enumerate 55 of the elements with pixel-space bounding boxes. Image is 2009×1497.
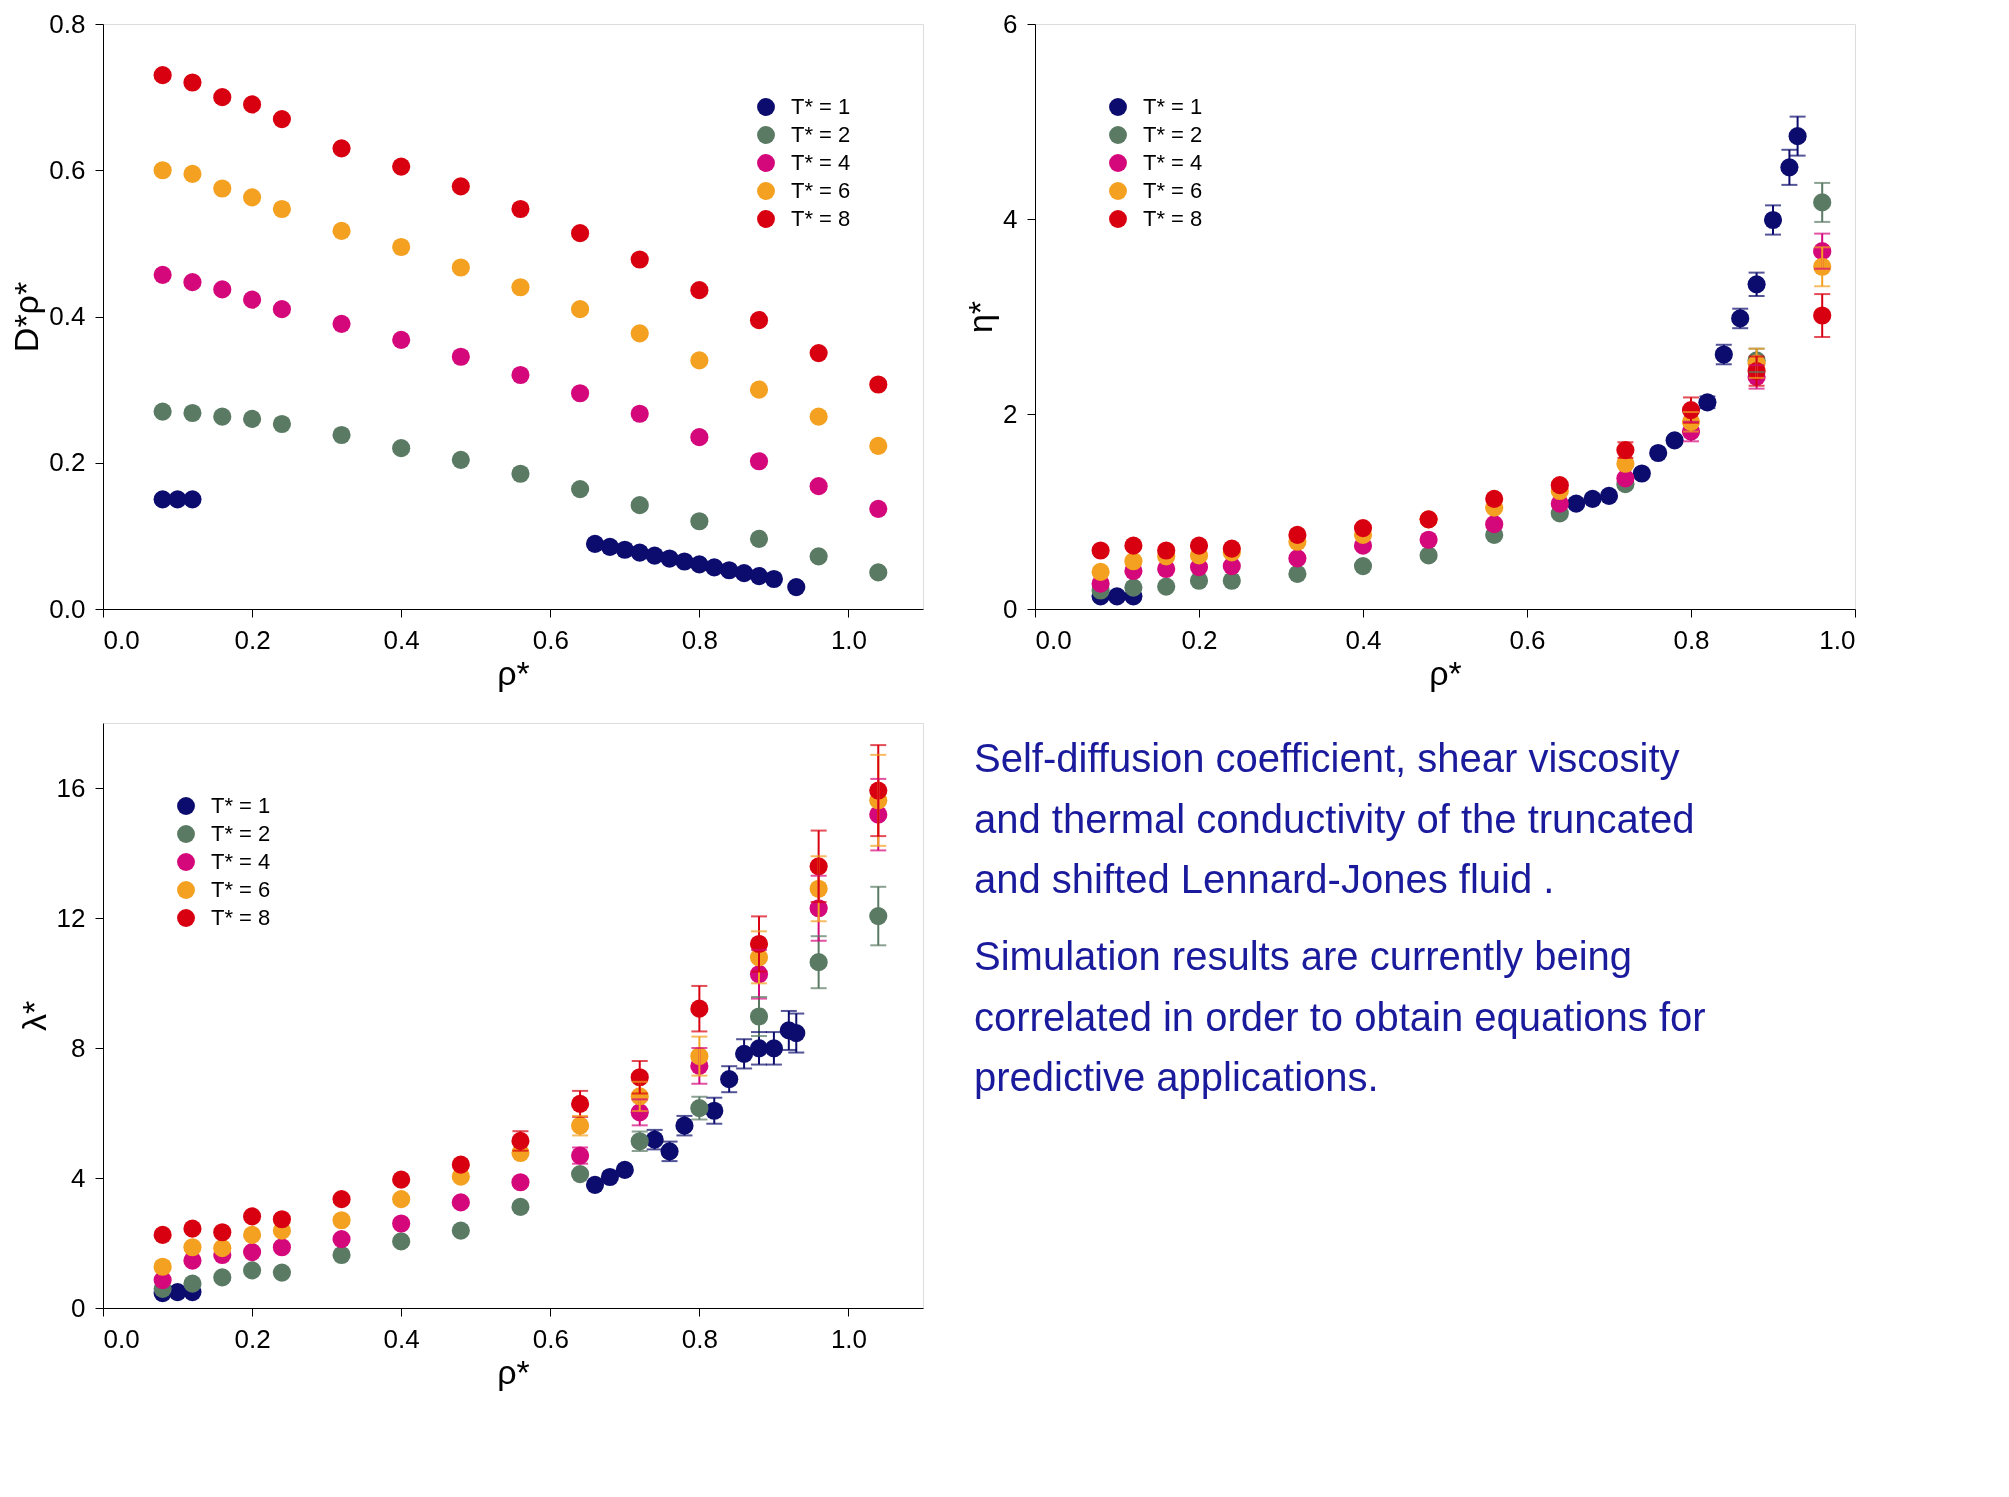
y-tick-label: 0.2 xyxy=(49,447,86,478)
legend-label: T* = 8 xyxy=(1143,206,1203,231)
x-tick-label: 0.2 xyxy=(1181,624,1218,655)
x-tick-label: 1.0 xyxy=(830,624,868,655)
x-axis-title: ρ* xyxy=(497,1352,530,1391)
y-tick-label: 12 xyxy=(56,902,86,933)
x-axis-title: ρ* xyxy=(1429,653,1462,692)
y-axis-title: D*ρ* xyxy=(7,281,46,353)
legend-label: T* = 8 xyxy=(791,206,851,231)
y-tick-label: 0.6 xyxy=(49,154,86,185)
legend-label: T* = 4 xyxy=(1143,150,1203,175)
y-tick-label: 0.8 xyxy=(49,8,86,39)
y-tick-label: 4 xyxy=(71,1162,86,1193)
legend-label: T* = 1 xyxy=(1143,94,1203,119)
x-tick-label: 0.4 xyxy=(383,624,420,655)
legend-label: T* = 6 xyxy=(791,178,851,203)
x-tick-label: 0.0 xyxy=(1035,624,1072,655)
y-tick-label: 0.0 xyxy=(49,593,86,624)
x-tick-label: 0.4 xyxy=(1345,624,1382,655)
x-tick-label: 0.8 xyxy=(681,1323,718,1354)
y-tick-label: 4 xyxy=(1003,203,1018,234)
x-tick-label: 0.2 xyxy=(234,1323,271,1354)
x-axis-title: ρ* xyxy=(497,653,530,692)
legend-label: T* = 4 xyxy=(791,150,851,175)
x-tick-label: 0.4 xyxy=(383,1323,420,1354)
y-tick-label: 16 xyxy=(56,772,86,803)
x-tick-label: 0.2 xyxy=(234,624,271,655)
legend-label: T* = 1 xyxy=(791,94,851,119)
x-tick-label: 0.8 xyxy=(1673,624,1710,655)
legend-label: T* = 6 xyxy=(1143,178,1203,203)
legend-label: T* = 6 xyxy=(211,877,271,902)
y-tick-label: 0.4 xyxy=(49,301,86,331)
text: Self-diffusion coefficient, shear viscosity and thermal conductivity of the truncated and shifted Lennard-Jones fluid . xyxy=(974,735,1695,902)
x-tick-label: 0.6 xyxy=(532,1323,569,1354)
legend-label: T* = 2 xyxy=(791,122,851,147)
text: Simulation results are currently being correlated in order to obtain equations for predictive applications. xyxy=(974,933,1706,1100)
y-tick-label: 0 xyxy=(1003,593,1018,624)
x-tick-label: 0.0 xyxy=(103,624,140,655)
legend-label: T* = 2 xyxy=(211,821,271,846)
legend-label: T* = 2 xyxy=(1143,122,1203,147)
y-tick-label: 0 xyxy=(71,1292,86,1323)
x-tick-label: 1.0 xyxy=(1819,624,1856,655)
y-tick-label: 2 xyxy=(1003,398,1018,429)
y-axis-title: λ* xyxy=(14,1000,53,1032)
x-tick-label: 0.8 xyxy=(681,624,718,655)
y-tick-label: 8 xyxy=(71,1032,86,1063)
legend-label: T* = 4 xyxy=(211,849,271,874)
y-tick-label: 6 xyxy=(1003,8,1018,39)
x-tick-label: 0.6 xyxy=(1509,624,1546,655)
legend-label: T* = 8 xyxy=(211,905,271,930)
x-tick-label: 0.0 xyxy=(103,1323,140,1354)
x-tick-label: 0.6 xyxy=(532,624,569,655)
y-axis-title: η* xyxy=(961,300,1000,334)
legend-label: T* = 1 xyxy=(211,793,271,818)
x-tick-label: 1.0 xyxy=(830,1323,868,1354)
